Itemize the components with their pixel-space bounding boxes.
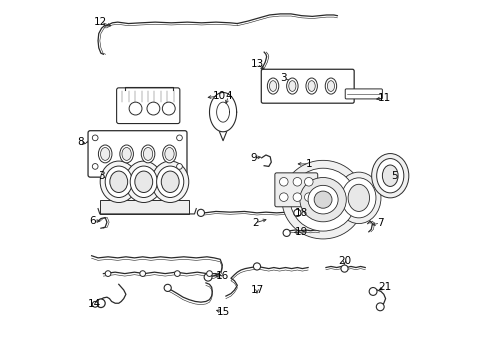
Text: 2: 2	[251, 218, 258, 228]
Text: 10: 10	[212, 91, 225, 101]
Ellipse shape	[161, 171, 179, 193]
Ellipse shape	[326, 81, 334, 91]
Circle shape	[92, 163, 98, 169]
Text: 7: 7	[376, 218, 383, 228]
Text: 5: 5	[390, 171, 397, 181]
Text: 21: 21	[377, 282, 390, 292]
Text: 8: 8	[77, 138, 83, 148]
Ellipse shape	[130, 166, 157, 198]
Ellipse shape	[305, 78, 317, 94]
Ellipse shape	[135, 171, 152, 193]
Ellipse shape	[98, 145, 112, 163]
Circle shape	[105, 271, 111, 276]
Text: 18: 18	[294, 208, 307, 218]
Circle shape	[292, 193, 301, 202]
Circle shape	[92, 135, 98, 141]
Circle shape	[293, 209, 300, 216]
Circle shape	[253, 263, 260, 270]
Circle shape	[140, 271, 145, 276]
Circle shape	[292, 177, 301, 186]
Ellipse shape	[151, 161, 188, 203]
Ellipse shape	[267, 78, 278, 94]
FancyBboxPatch shape	[261, 69, 353, 103]
Text: 12: 12	[94, 17, 107, 27]
Circle shape	[304, 177, 312, 186]
Ellipse shape	[336, 172, 380, 224]
Circle shape	[162, 102, 175, 115]
Ellipse shape	[290, 168, 355, 231]
Ellipse shape	[143, 148, 152, 160]
Ellipse shape	[269, 81, 276, 91]
Text: 13: 13	[250, 59, 263, 69]
Text: 16: 16	[215, 271, 228, 282]
Circle shape	[164, 284, 171, 292]
Ellipse shape	[101, 148, 110, 160]
Ellipse shape	[325, 78, 336, 94]
Text: 14: 14	[88, 299, 101, 309]
Text: 1: 1	[305, 159, 311, 169]
Circle shape	[176, 135, 182, 141]
FancyBboxPatch shape	[116, 88, 180, 123]
Ellipse shape	[376, 158, 403, 193]
Circle shape	[368, 288, 376, 296]
Circle shape	[129, 102, 142, 115]
Text: 19: 19	[294, 227, 307, 237]
Ellipse shape	[100, 161, 137, 203]
Circle shape	[197, 209, 204, 216]
Text: 6: 6	[89, 216, 96, 226]
Circle shape	[203, 273, 212, 281]
Circle shape	[304, 193, 312, 202]
Ellipse shape	[347, 184, 369, 211]
Circle shape	[376, 303, 384, 311]
Circle shape	[176, 163, 182, 169]
Text: 9: 9	[249, 153, 256, 163]
Ellipse shape	[307, 81, 315, 91]
Ellipse shape	[120, 145, 133, 163]
Text: 4: 4	[224, 91, 231, 101]
Ellipse shape	[299, 177, 346, 222]
Ellipse shape	[122, 148, 131, 160]
Bar	[100, 200, 189, 214]
Ellipse shape	[371, 154, 408, 198]
Text: 15: 15	[216, 307, 229, 317]
Ellipse shape	[382, 165, 397, 186]
Ellipse shape	[313, 191, 331, 208]
Ellipse shape	[286, 78, 298, 94]
Ellipse shape	[125, 161, 162, 203]
FancyBboxPatch shape	[88, 131, 186, 177]
Ellipse shape	[141, 145, 155, 163]
Ellipse shape	[282, 160, 364, 239]
Text: 3: 3	[280, 73, 286, 83]
Circle shape	[279, 193, 287, 202]
Ellipse shape	[105, 166, 132, 198]
Circle shape	[283, 229, 290, 237]
Text: 17: 17	[250, 285, 263, 295]
Ellipse shape	[288, 81, 295, 91]
Circle shape	[92, 301, 98, 307]
Circle shape	[279, 177, 287, 186]
Circle shape	[340, 265, 347, 272]
Ellipse shape	[110, 171, 127, 193]
FancyBboxPatch shape	[274, 173, 317, 207]
FancyBboxPatch shape	[345, 89, 382, 99]
Text: 11: 11	[377, 93, 390, 103]
Circle shape	[97, 299, 105, 307]
Circle shape	[174, 271, 180, 276]
Text: 3: 3	[98, 171, 105, 181]
Circle shape	[206, 271, 212, 276]
Circle shape	[147, 102, 160, 115]
Ellipse shape	[163, 145, 176, 163]
Ellipse shape	[341, 178, 375, 218]
Ellipse shape	[156, 166, 183, 198]
Ellipse shape	[164, 148, 174, 160]
Text: 20: 20	[337, 256, 350, 266]
Ellipse shape	[307, 185, 337, 214]
